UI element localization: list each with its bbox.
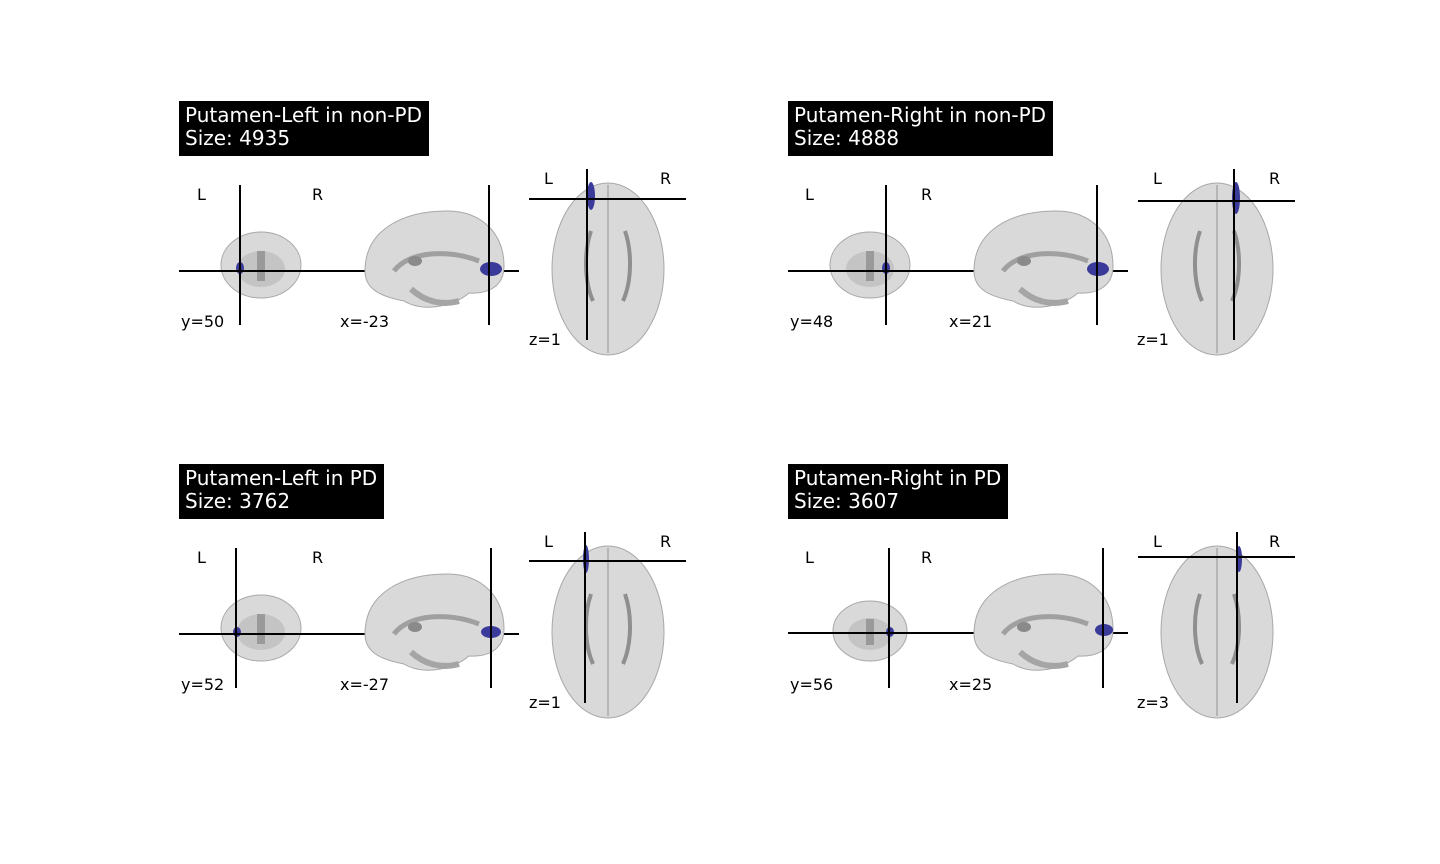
right-orientation-label: R <box>312 185 323 204</box>
right-orientation-label: R <box>660 532 671 551</box>
axial-view: L R z=1 <box>529 169 686 356</box>
left-orientation-label: L <box>544 169 553 188</box>
panel-size-label: Size: 3762 <box>185 489 291 513</box>
panel-title: Putamen-Left in PD <box>185 466 378 490</box>
sagittal-view: x=-27 <box>340 548 505 694</box>
putamen-overlay-sagittal <box>480 262 502 276</box>
panel-title: Putamen-Right in PD <box>794 466 1002 490</box>
right-orientation-label: R <box>1269 169 1280 188</box>
sagittal-view: x=21 <box>949 185 1114 331</box>
brain-views: L R y=56 x=25 L R z=3 <box>788 532 1295 719</box>
coronal-view: L R y=48 <box>788 185 1128 331</box>
panel-title-box: Putamen-Left in non-PD Size: 4935 <box>179 101 430 156</box>
coronal-coordinate: y=50 <box>181 312 224 331</box>
panel-size-label: Size: 3607 <box>794 489 900 513</box>
panel-putamen-left-pd: Putamen-Left in PD Size: 3762 L R y=52 x… <box>179 464 739 724</box>
panel-title-box: Putamen-Right in PD Size: 3607 <box>788 464 1009 519</box>
brain-views: L R y=52 x=-27 L R z=1 <box>179 532 686 719</box>
panel-putamen-left-non-pd: Putamen-Left in non-PD Size: 4935 L R y=… <box>179 101 739 361</box>
right-orientation-label: R <box>312 548 323 567</box>
axial-coordinate: z=1 <box>1137 330 1169 349</box>
coronal-coordinate: y=56 <box>790 675 833 694</box>
axial-coordinate: z=1 <box>529 693 561 712</box>
axial-view: L R z=1 <box>1137 169 1295 356</box>
panel-size-label: Size: 4935 <box>185 126 291 150</box>
coronal-coordinate: y=48 <box>790 312 833 331</box>
coronal-view: L R y=52 <box>179 548 519 694</box>
brain-views: L R y=50 x=-23 L R z=1 <box>179 169 686 356</box>
sagittal-view: x=25 <box>949 548 1114 694</box>
sagittal-coordinate: x=-23 <box>340 312 389 331</box>
putamen-overlay-axial <box>587 182 595 210</box>
left-orientation-label: L <box>805 185 814 204</box>
sagittal-coordinate: x=25 <box>949 675 992 694</box>
panel-putamen-right-non-pd: Putamen-Right in non-PD Size: 4888 L R y… <box>788 101 1348 361</box>
right-orientation-label: R <box>921 548 932 567</box>
right-orientation-label: R <box>660 169 671 188</box>
panel-putamen-right-pd: Putamen-Right in PD Size: 3607 L R y=56 … <box>788 464 1348 724</box>
sagittal-view: x=-23 <box>340 185 505 331</box>
panel-size-label: Size: 4888 <box>794 126 900 150</box>
axial-view: L R z=1 <box>529 532 686 719</box>
panel-title-box: Putamen-Left in PD Size: 3762 <box>179 464 385 519</box>
sagittal-coordinate: x=21 <box>949 312 992 331</box>
panel-title-box: Putamen-Right in non-PD Size: 4888 <box>788 101 1054 156</box>
axial-coordinate: z=1 <box>529 330 561 349</box>
panel-title: Putamen-Right in non-PD <box>794 103 1047 127</box>
panel-title: Putamen-Left in non-PD <box>185 103 423 127</box>
left-orientation-label: L <box>197 548 206 567</box>
sagittal-coordinate: x=-27 <box>340 675 389 694</box>
left-orientation-label: L <box>805 548 814 567</box>
coronal-view: L R y=56 <box>788 548 1128 694</box>
axial-coordinate: z=3 <box>1137 693 1169 712</box>
right-orientation-label: R <box>921 185 932 204</box>
left-orientation-label: L <box>197 185 206 204</box>
right-orientation-label: R <box>1269 532 1280 551</box>
left-orientation-label: L <box>544 532 553 551</box>
axial-view: L R z=3 <box>1137 532 1295 719</box>
coronal-coordinate: y=52 <box>181 675 224 694</box>
left-orientation-label: L <box>1153 532 1162 551</box>
left-orientation-label: L <box>1153 169 1162 188</box>
brain-views: L R y=48 x=21 L R z=1 <box>788 169 1295 356</box>
coronal-view: L R y=50 <box>179 185 519 331</box>
